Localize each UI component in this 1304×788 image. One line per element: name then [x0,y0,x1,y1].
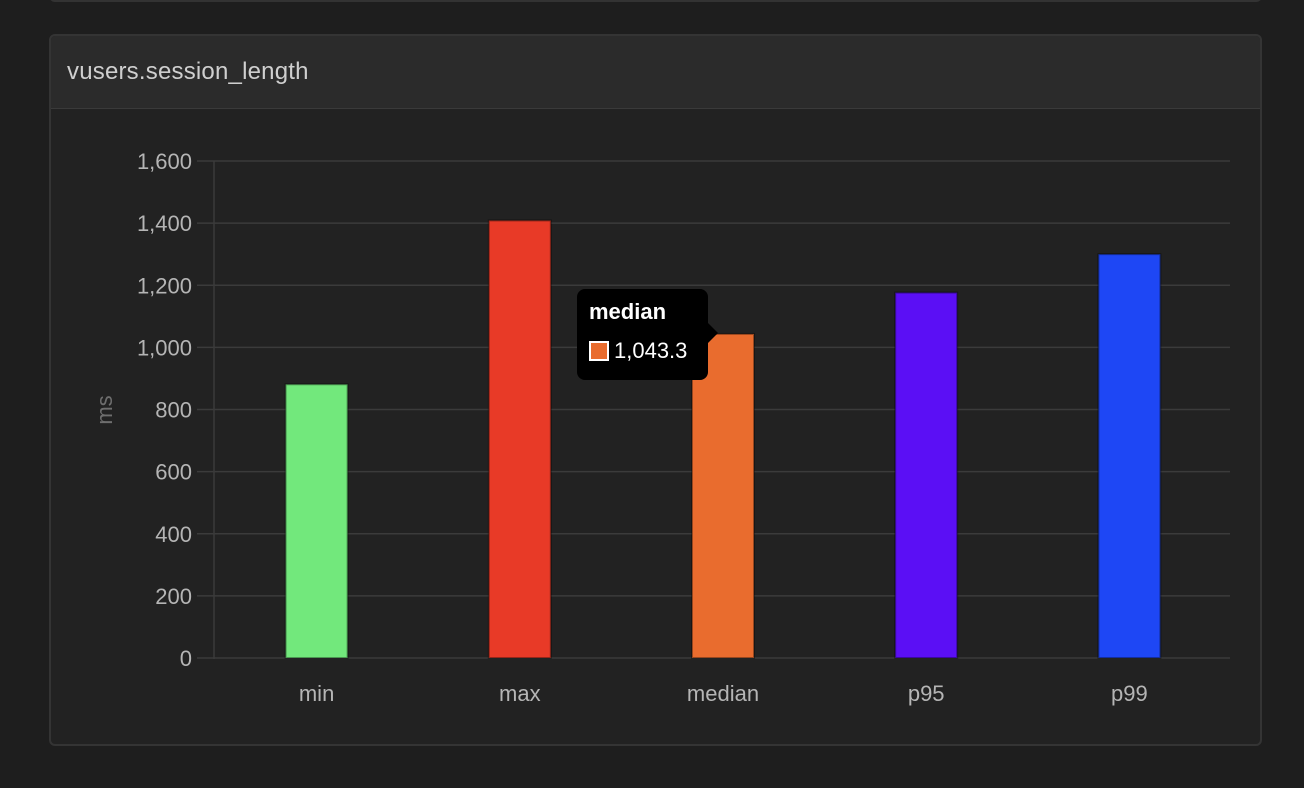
x-tick-label: median [687,681,759,706]
y-axis: 0 200 400 600 800 1,000 1,200 1,400 1,600 ms [92,149,215,671]
x-axis-labels: min max median p95 p99 [299,681,1148,706]
bar-p99 [1097,253,1162,659]
tooltip-row: 1,043.3 [589,339,696,363]
chart-tooltip: median 1,043.3 [577,289,718,380]
y-tick-label: 0 [180,646,192,671]
y-tick-label: 600 [155,460,192,485]
tooltip-value: 1,043.3 [614,338,688,363]
y-tick-label: 1,400 [137,211,192,236]
x-tick-label: max [499,681,541,706]
tooltip-color-swatch [589,341,609,361]
bar-median [691,332,755,659]
y-tick-label: 200 [155,584,192,609]
y-tick-label: 1,600 [137,149,192,174]
x-tick-label: min [299,681,334,706]
bar-p95 [894,291,959,659]
y-axis-title: ms [92,395,117,424]
y-tick-label: 400 [155,522,192,547]
bars [284,219,1162,660]
bar-min [284,383,349,659]
tooltip-title: median [589,299,667,324]
y-tick-label: 1,200 [137,273,192,298]
bar-max [487,219,552,660]
y-tick-label: 800 [155,398,192,423]
x-tick-label: p99 [1111,681,1148,706]
x-tick-label: p95 [908,681,945,706]
panel-title: vusers.session_length [67,58,309,85]
panel-header: vusers.session_length [51,36,1260,109]
y-tick-label: 1,000 [137,335,192,360]
session-length-panel: vusers.session_length [49,34,1262,746]
